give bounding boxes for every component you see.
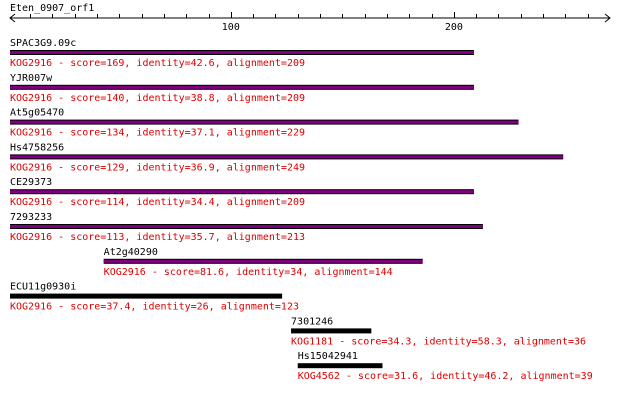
hit-stats: KOG2916 - score=134, identity=37.1, alig… (10, 128, 305, 139)
axis-tick-label: 200 (445, 22, 463, 33)
hit-name[interactable]: CE29373 (10, 177, 52, 188)
hit-bar[interactable] (297, 363, 383, 369)
hit-bar[interactable] (10, 120, 519, 124)
query-title: Eten_0907_orf1 (10, 3, 94, 14)
hit-stats: KOG2916 - score=37.4, identity=26, align… (10, 302, 299, 313)
hit-row[interactable]: 7293233 KOG2916 - score=113, identity=35.… (10, 212, 483, 243)
axis-left-arrow (9, 13, 16, 23)
hit-name[interactable]: Hs15042941 (298, 351, 358, 362)
hit-stats: KOG2916 - score=114, identity=34.4, alig… (10, 197, 305, 208)
hit-row[interactable]: At2g40290 KOG2916 - score=81.6, identity=… (103, 247, 423, 278)
hit-row[interactable]: CE29373 KOG2916 - score=114, identity=34.… (10, 177, 474, 208)
axis-right-arrow (604, 13, 611, 23)
axis-tick-label: 100 (222, 22, 240, 33)
hit-bar[interactable] (10, 225, 483, 228)
position-axis: 100 200 (9, 12, 611, 33)
hit-bar[interactable] (10, 293, 283, 299)
hit-row[interactable]: 7301246 KOG1181 - score=34.3, identity=58… (291, 316, 586, 347)
hit-name[interactable]: SPAC3G9.09c (10, 38, 76, 49)
hit-stats: KOG2916 - score=113, identity=35.7, alig… (10, 232, 305, 243)
hit-bar[interactable] (10, 51, 474, 54)
hit-list: SPAC3G9.09c KOG2916 - score=169, identity… (10, 38, 593, 382)
hit-bar[interactable] (10, 190, 474, 194)
hit-bar[interactable] (291, 328, 372, 334)
hit-bar[interactable] (103, 259, 423, 263)
hit-stats: KOG2916 - score=140, identity=38.8, alig… (10, 93, 305, 104)
hit-stats: KOG4562 - score=31.6, identity=46.2, ali… (298, 371, 593, 382)
hit-name[interactable]: At2g40290 (104, 247, 158, 258)
hit-name[interactable]: 7293233 (10, 212, 52, 223)
hit-name[interactable]: 7301246 (291, 316, 333, 327)
hit-stats: KOG2916 - score=129, identity=36.9, alig… (10, 162, 305, 173)
hit-bar[interactable] (10, 155, 564, 159)
hit-stats: KOG2916 - score=169, identity=42.6, alig… (10, 58, 305, 69)
hit-name[interactable]: YJR007w (10, 73, 53, 84)
hit-row[interactable]: Hs15042941 KOG4562 - score=31.6, identity… (297, 351, 593, 382)
hit-name[interactable]: At5g05470 (10, 108, 64, 119)
hit-name[interactable]: Hs4758256 (10, 142, 64, 153)
hit-stats: KOG2916 - score=81.6, identity=34, align… (104, 267, 393, 278)
hit-stats: KOG1181 - score=34.3, identity=58.3, ali… (291, 336, 586, 347)
hit-row[interactable]: Hs4758256 KOG2916 - score=129, identity=3… (10, 142, 564, 173)
hit-row[interactable]: ECU11g0930i KOG2916 - score=37.4, identit… (10, 282, 299, 313)
hit-row[interactable]: At5g05470 KOG2916 - score=134, identity=3… (10, 108, 519, 139)
hit-name[interactable]: ECU11g0930i (10, 282, 76, 293)
hit-row[interactable]: SPAC3G9.09c KOG2916 - score=169, identity… (10, 38, 474, 69)
hit-row[interactable]: YJR007w KOG2916 - score=140, identity=38.… (10, 73, 474, 104)
hit-bar[interactable] (10, 85, 474, 89)
